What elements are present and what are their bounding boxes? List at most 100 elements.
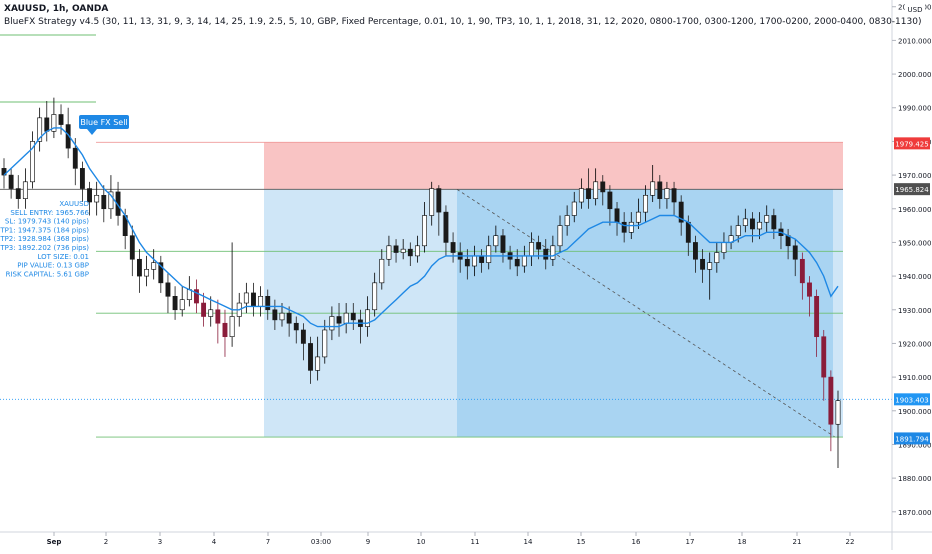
trade-info-line: PIP VALUE: 0.13 GBP [17,262,89,270]
candle-body [464,258,470,267]
candle-body [578,188,584,203]
candle-body [194,289,199,304]
trade-info-line: XAUUSD [59,200,89,208]
candle-body [607,191,613,210]
candle-body [785,235,791,247]
price-tick-label: 1970.000 [898,172,931,180]
candle-body [79,168,85,189]
candle-body [322,329,328,358]
candle-body [215,309,221,324]
candle-body [521,255,527,267]
candle-body [657,181,663,199]
candle-body [700,258,706,270]
candle-body [564,215,570,226]
candle-body [414,245,420,257]
symbol-title: XAUUSD, 1h, OANDA [4,4,109,14]
candle-body [158,262,164,284]
candles [1,97,841,469]
candle-body [365,309,370,327]
time-tick-label: 4 [212,538,217,546]
candle-body [258,296,264,307]
candle-body [422,215,428,247]
time-tick-label: 17 [686,538,695,546]
candle-body [828,376,834,425]
candle-body [714,252,720,263]
price-tick-label: 1990.000 [898,105,931,113]
candle-body [678,201,684,223]
price-tick-label: 1920.000 [898,340,931,348]
candle-body [543,248,549,260]
indicator-legend[interactable]: BlueFX Strategy v4.5 (30, 11, 13, 31, 9,… [4,17,922,27]
price-tick-label: 1940.000 [898,273,931,281]
candle-body [44,117,50,132]
trade-info-line: SL: 1979.743 (140 pips) [5,218,89,226]
candle-body [771,215,777,230]
candle-body [379,258,385,284]
candle-body [372,282,378,311]
candle-body [265,296,271,311]
candle-body [101,194,107,210]
candle-body [336,316,342,324]
candle-body [8,174,14,189]
candle-body [151,262,157,270]
level-lines [0,34,892,438]
trade-info-line: RISK CAPITAL: 5.61 GBP [6,270,89,278]
candle-body [643,194,648,213]
candle-body [308,343,313,371]
ema-line [3,127,839,328]
candle-body [550,245,556,260]
candle-body [94,194,100,203]
price-tags: 1979.425 1965.824 1903.403 1891.794 [894,137,930,445]
candle-body [72,147,78,169]
price-tag-label: 1979.425 [895,140,928,148]
candle-body [586,188,591,199]
candle-body [557,225,563,247]
candle-body [799,258,805,284]
signal-label-box [79,115,129,129]
candle-body [593,181,599,199]
candle-body [179,299,185,311]
candle-body [742,218,748,226]
price-tick-label: 1910.000 [898,374,931,382]
price-tick-label: 2010.000 [898,37,931,45]
candle-body [600,181,606,193]
time-axis[interactable]: Sep 2 3 4 7 03:00 9 10 11 14 15 16 17 18 21 22 [47,532,855,546]
signal-label: Blue FX Sell [80,118,127,127]
candle-body [87,188,92,203]
candle-body [222,322,228,338]
candle-body [650,181,656,196]
candle-body [671,188,677,203]
candle-body [243,292,249,304]
candle-body [37,117,43,142]
candle-body [450,242,456,253]
candle-body [51,114,57,132]
time-tick-label: 7 [266,538,270,546]
price-tag-box [894,183,930,196]
trade-info-line: TP1: 1947.375 (184 pips) [0,226,89,234]
candle-body [571,201,577,216]
candle-body [792,245,798,260]
candle-body [721,242,727,253]
candle-body [300,329,306,344]
time-tick-label: 16 [632,538,641,546]
candle-body [529,242,534,257]
price-tick-label: 1930.000 [898,307,931,315]
trade-info-line: SELL ENTRY: 1965.766 [10,209,89,217]
price-tick-label: 1890.000 [898,441,931,449]
candle-body [500,235,506,253]
price-tick-label: 2000.000 [898,71,931,79]
candle-body [614,208,620,223]
candle-body [65,124,71,149]
candle-body [172,296,178,311]
time-tick-label: 2 [104,538,108,546]
price-tag-box [894,137,930,150]
candle-body [229,316,235,338]
candle-body [186,289,192,300]
candle-body [279,312,285,321]
candle-body [144,269,150,277]
price-tag-label: 1903.403 [895,396,928,404]
candle-body [757,221,763,230]
